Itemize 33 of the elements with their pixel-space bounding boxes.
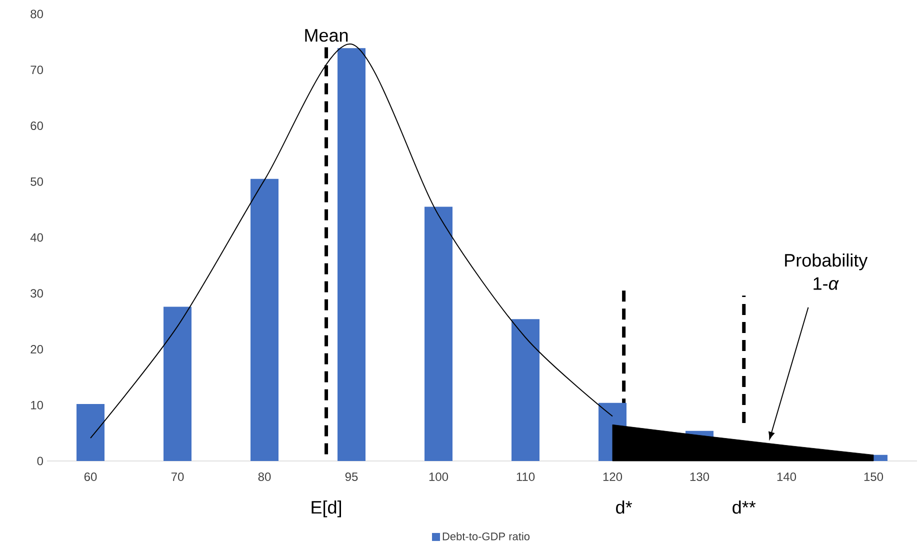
x-tick-label: 70: [171, 472, 184, 482]
y-tick-label: 60: [30, 122, 44, 130]
x-tick-label: 95: [345, 472, 358, 482]
bar: [424, 206, 452, 461]
x-tick-label: 150: [864, 472, 884, 482]
x-tick-label: 100: [429, 472, 448, 482]
annotation: 1-α: [814, 277, 839, 290]
y-tick-label: 50: [30, 177, 44, 186]
x-tick-label: 80: [258, 472, 271, 482]
x-tick-label: 60: [84, 472, 97, 482]
line-series: [90, 44, 613, 439]
y-tick-label: 30: [30, 289, 44, 298]
x-tick-label: 130: [690, 472, 710, 482]
y-tick-label: 10: [31, 400, 44, 410]
y-tick-label: 0: [37, 456, 44, 466]
x-tick-label: 120: [603, 472, 622, 482]
x-tick-label: 140: [777, 472, 796, 482]
annotation: Mean: [305, 29, 348, 42]
annotation: Probability: [785, 253, 868, 270]
y-tick-label: 70: [30, 66, 44, 74]
bar: [512, 319, 540, 461]
y-tick-label: 40: [30, 233, 44, 242]
text: E[d]: [312, 500, 341, 518]
legend-label: Debt-to-GDP ratio: [442, 532, 530, 540]
x-tick-label: 110: [516, 472, 535, 482]
y-tick-label: 20: [30, 344, 44, 354]
bar: [338, 48, 366, 461]
bar: [164, 306, 192, 461]
y-tick-label: 80: [30, 10, 44, 18]
text: d*: [616, 500, 632, 514]
bar: [250, 178, 279, 461]
text: d**: [732, 500, 756, 514]
bar: [76, 404, 105, 461]
